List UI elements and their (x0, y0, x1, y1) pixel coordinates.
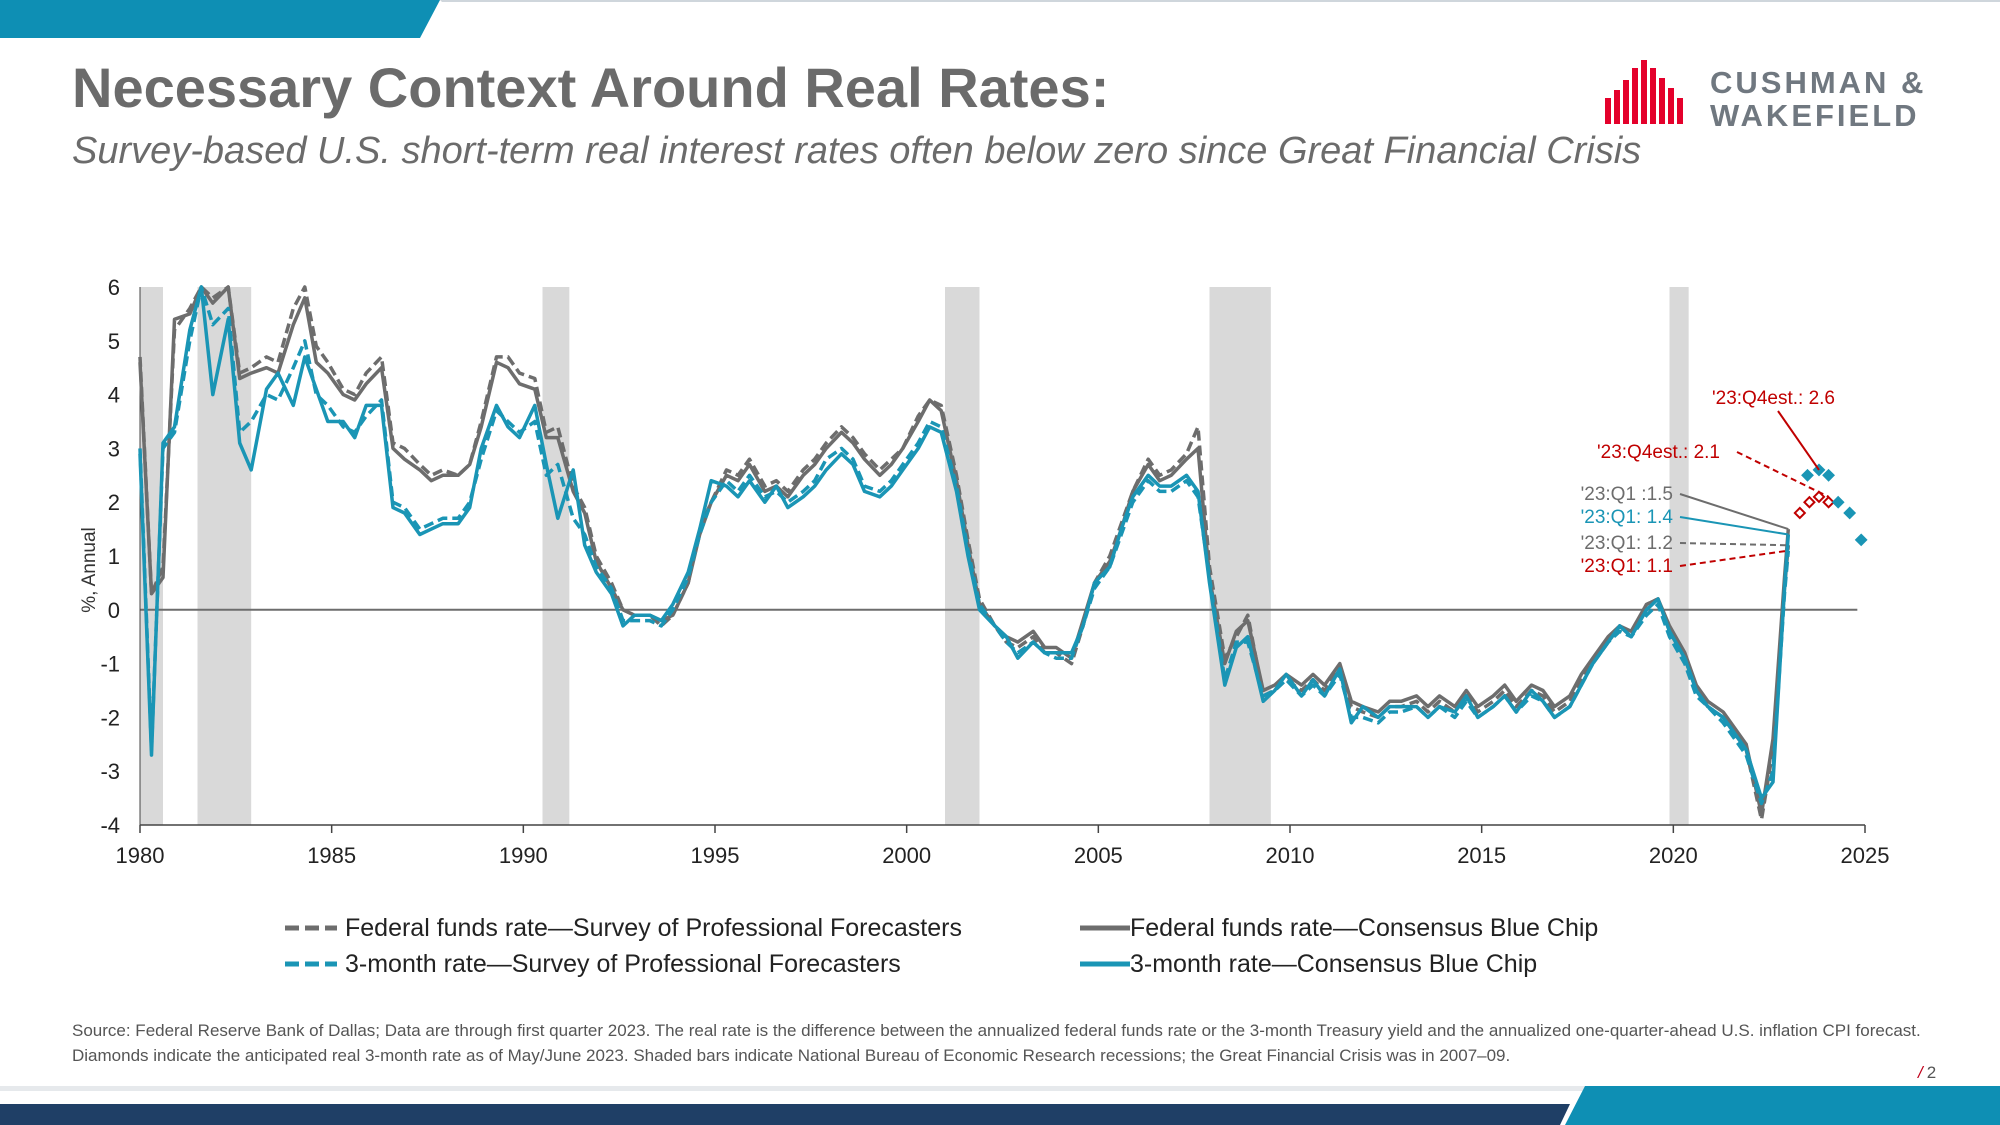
source-note: Source: Federal Reserve Bank of Dallas; … (72, 1021, 1921, 1065)
recession-bar (197, 287, 252, 825)
annotation-leader (1679, 542, 1789, 547)
y-tick-label: -1 (100, 652, 120, 677)
annotation-leader (1777, 410, 1820, 471)
cushman-wakefield-logo (1605, 60, 1683, 124)
forecast-diamond (1854, 533, 1868, 547)
recession-bar (542, 287, 570, 825)
forecast-diamond (1801, 468, 1814, 482)
y-tick-label: -2 (100, 705, 120, 730)
x-tick-label: 2010 (1266, 843, 1315, 868)
x-tick-label: 2005 (1074, 843, 1123, 868)
bottom-hatch (0, 1086, 2000, 1091)
x-tick-label: 2025 (1841, 843, 1890, 868)
forecast-diamond (1822, 495, 1835, 509)
annotation-label: '23:Q4est.: 2.1 (1597, 442, 1720, 463)
page-number: /2 (1918, 1063, 1936, 1083)
y-tick-label: 5 (108, 329, 120, 354)
annotation-label: '23:Q1: 1.1 (1581, 556, 1673, 577)
y-tick-label: 0 (108, 598, 120, 623)
recession-bar (945, 287, 980, 825)
annotation-label: '23:Q4est.: 2.6 (1712, 388, 1835, 409)
annotation-label: '23:Q1: 1.4 (1581, 507, 1674, 528)
forecast-diamond (1843, 506, 1857, 520)
real-rates-chart: 6 5 4 3 2 1 0 -1 -2 -3 -4 1980 1985 1990 1995 2000 2005… (79, 275, 1890, 868)
x-tick-label: 1995 (691, 843, 740, 868)
y-tick-label: 3 (108, 436, 120, 461)
y-tick-label: 2 (108, 490, 120, 515)
x-tick-label: 1985 (307, 843, 356, 868)
x-tick-label: 2015 (1457, 843, 1506, 868)
page-subtitle: Survey-based U.S. short-term real intere… (72, 130, 1642, 172)
annotation-leader (1679, 549, 1789, 567)
page-title: Necessary Context Around Real Rates: (72, 56, 1110, 119)
x-tick-label: 1980 (116, 843, 165, 868)
annotation-leader (1736, 451, 1830, 498)
y-tick-label: -4 (100, 813, 120, 838)
recession-bar (1669, 287, 1689, 825)
annotation-label: '23:Q1: 1.2 (1581, 533, 1673, 554)
annotation-leader (1679, 493, 1789, 531)
forecast-diamond (1793, 506, 1807, 520)
y-axis: 6 5 4 3 2 1 0 -1 -2 -3 -4 (100, 275, 1858, 838)
series-line-0 (138, 285, 1791, 822)
top-banner-rule (440, 0, 2000, 2)
bottom-banner-teal (1565, 1086, 2000, 1125)
recession-bar (1209, 287, 1271, 825)
y-tick-label: 6 (108, 275, 120, 300)
forecast-diamond (1822, 468, 1835, 482)
y-tick-label: 4 (108, 383, 120, 408)
bottom-banner (0, 1086, 2000, 1125)
forecast-diamond (1831, 495, 1845, 509)
logo-line-2: WAKEFIELD (1710, 98, 1920, 133)
y-tick-label: 1 (108, 544, 120, 569)
forecast-diamonds (1793, 463, 1868, 547)
page-slash-icon: / (1918, 1063, 1923, 1082)
x-axis: 1980 1985 1990 1995 2000 2005 2010 2015 2020 2025 (116, 287, 1890, 868)
logo-wordmark: CUSHMAN & WAKEFIELD (1710, 66, 1926, 132)
y-tick-label: -3 (100, 759, 120, 784)
x-tick-label: 2000 (882, 843, 931, 868)
page-number-value: 2 (1926, 1063, 1937, 1082)
top-banner-teal (0, 0, 440, 38)
series-line-1 (138, 285, 1791, 816)
top-banner (0, 0, 2000, 38)
annotation-leader (1679, 516, 1789, 536)
series-line-3 (138, 285, 1791, 800)
annotation-label: '23:Q1 :1.5 (1581, 484, 1673, 505)
forecast-diamond (1803, 495, 1816, 509)
y-axis-label: %, Annual (79, 527, 100, 613)
series-lines (138, 285, 1791, 822)
recession-bars (140, 287, 1689, 825)
annotations: '23:Q4est.: 2.6 '23:Q4est.: 2.1 '23:Q1 :1.… (1581, 388, 1835, 577)
x-tick-label: 1990 (499, 843, 548, 868)
logo-line-1: CUSHMAN & (1710, 65, 1927, 100)
bottom-banner-navy (0, 1104, 1570, 1125)
x-tick-label: 2020 (1649, 843, 1698, 868)
logo-mark-icon (1605, 60, 1683, 124)
recession-bar (140, 287, 163, 825)
